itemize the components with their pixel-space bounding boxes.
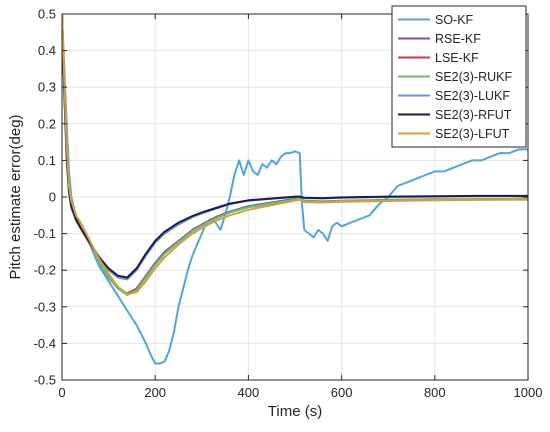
series-line-so-kf xyxy=(62,14,528,365)
y-tick-label-1: -0.4 xyxy=(34,336,56,351)
x-tick-label-2: 400 xyxy=(238,385,260,400)
series-line-se2-3-rfut xyxy=(62,14,528,279)
y-tick-label-3: -0.2 xyxy=(34,263,56,278)
y-tick-label-5: 0 xyxy=(49,190,56,205)
x-tick-label-3: 600 xyxy=(331,385,353,400)
series-line-se2-3-lfut xyxy=(62,14,528,295)
y-axis-label: Pitch estimate error(deg) xyxy=(7,114,24,279)
y-tick-label-10: 0.5 xyxy=(38,7,56,22)
x-tick-label-4: 800 xyxy=(424,385,446,400)
y-tick-label-2: -0.3 xyxy=(34,299,56,314)
x-tick-label-0: 0 xyxy=(58,385,65,400)
x-tick-label-5: 1000 xyxy=(514,385,543,400)
legend: SO-KF RSE-KF LSE-KF SE2(3)-RUKF SE2(3)-LUKF S… xyxy=(391,5,527,148)
plot-area xyxy=(62,14,528,365)
legend-label-so-kf: SO-KF xyxy=(435,13,474,27)
legend-label-rse-kf: RSE-KF xyxy=(435,32,481,46)
y-tick-label-4: -0.1 xyxy=(34,226,56,241)
x-axis-label: Time (s) xyxy=(268,403,322,420)
x-tick-label-1: 200 xyxy=(144,385,166,400)
grid-lines xyxy=(61,13,529,381)
legend-label-se2-3-rukf: SE2(3)-RUKF xyxy=(435,70,512,84)
tick-labels: 0 200 400 600 800 1000 -0.5 -0.4 -0.3 -0.2 -0.1 0 0.… xyxy=(34,7,543,401)
y-tick-label-7: 0.2 xyxy=(38,116,56,131)
legend-label-se2-3-lfut: SE2(3)-LFUT xyxy=(435,127,510,141)
legend-label-lse-kf: LSE-KF xyxy=(435,51,479,65)
y-tick-label-8: 0.3 xyxy=(38,80,56,95)
legend-label-se2-3-lukf: SE2(3)-LUKF xyxy=(435,89,510,103)
legend-label-se2-3-rfut: SE2(3)-RFUT xyxy=(435,108,512,122)
y-tick-label-0: -0.5 xyxy=(34,373,56,388)
y-tick-label-6: 0.1 xyxy=(38,153,56,168)
y-tick-label-9: 0.4 xyxy=(38,43,56,58)
